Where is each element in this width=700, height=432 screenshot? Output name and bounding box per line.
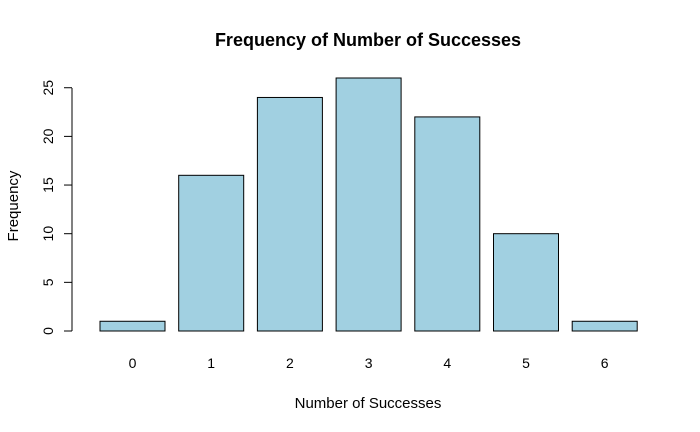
x-tick-label: 0 (129, 355, 137, 371)
y-axis-label: Frequency (5, 170, 22, 241)
y-tick-label: 15 (40, 177, 56, 193)
y-tick-label: 0 (40, 327, 56, 335)
bar-3 (335, 77, 402, 332)
x-tick-label: 6 (601, 355, 609, 371)
y-tick-label: 5 (40, 278, 56, 286)
bar-2 (256, 96, 323, 332)
y-axis-ticks: 0 5 10 15 20 25 (40, 80, 72, 335)
chart-title: Frequency of Number of Successes (215, 30, 521, 50)
bar-0 (99, 320, 166, 332)
y-tick-label: 25 (40, 80, 56, 96)
x-tick-label: 4 (443, 355, 451, 371)
bar-1 (178, 174, 245, 332)
x-tick-label: 2 (286, 355, 294, 371)
x-tick-label: 3 (365, 355, 373, 371)
x-axis-tick-labels: 0 1 2 3 4 5 6 (129, 355, 609, 371)
y-tick-label: 10 (40, 226, 56, 242)
x-tick-label: 1 (207, 355, 215, 371)
bar-5 (493, 233, 559, 332)
bars-group (99, 77, 638, 332)
x-tick-label: 5 (522, 355, 530, 371)
bar-4 (414, 116, 481, 332)
y-tick-label: 20 (40, 128, 56, 144)
bar-6 (571, 320, 638, 332)
x-axis-label: Number of Successes (295, 395, 442, 412)
